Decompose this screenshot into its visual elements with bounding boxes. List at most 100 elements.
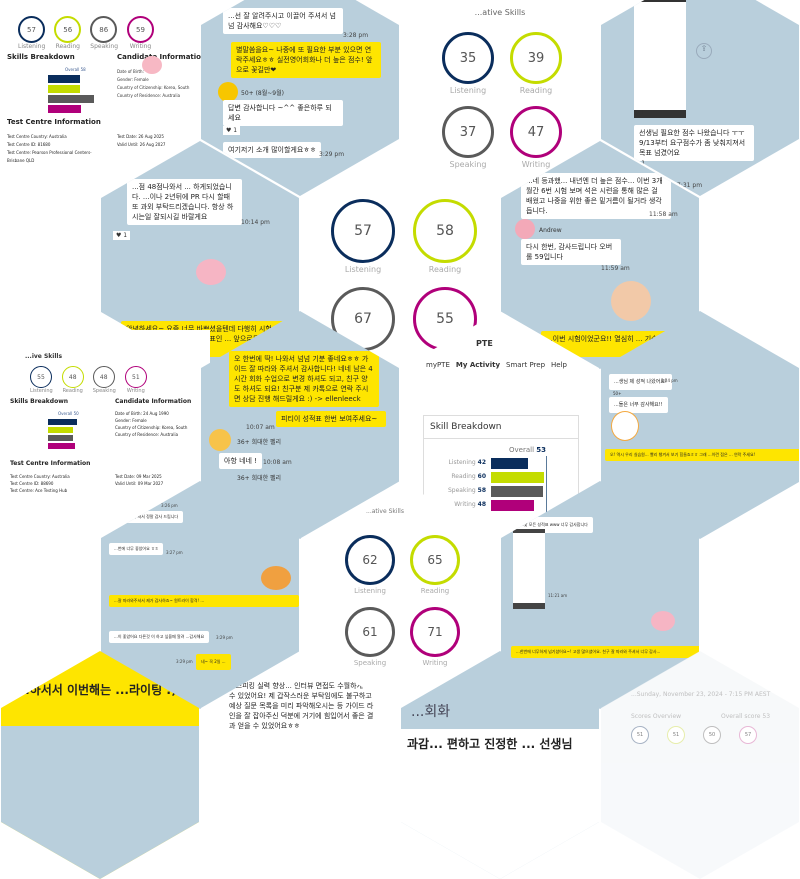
- chat-reply: 오 한번에 딱! 나와서 넘넘 기분 좋네요ㅎㅎ 가이드 잘 따라와 주셔서 감…: [229, 351, 379, 407]
- candidate-residence: Country of Residence: Australia: [117, 93, 181, 98]
- section-header: ...ive Skills: [25, 353, 63, 360]
- section-header: ...ative Skills: [474, 8, 526, 17]
- score-report-tile-2: ...ive Skills 55 Listening 48 Reading 48 Sp…: [0, 330, 210, 520]
- skill-label: Listening 42: [448, 459, 486, 466]
- chat-reply: ...잘 따라와주셔서 제가 감사하죠~ 원트라이 합격! ...: [109, 595, 299, 607]
- candidate-dob: Date of Birth: 24 Aug 1990: [115, 411, 169, 416]
- test-date: ...Sunday, November 23, 2024 - 7:15 PM A…: [631, 691, 771, 698]
- chat-sender: Andrew: [539, 227, 562, 234]
- chat-reply: 네~ 꼭 2일 ...: [196, 654, 231, 670]
- valid-until: Valid Until: 09 Mar 2027: [115, 481, 164, 486]
- listening-score: 51: [631, 726, 649, 744]
- overall-marker: [546, 456, 547, 516]
- writing-score: 71: [410, 607, 460, 657]
- chat-reply: 오! 역시 우리 실습원... 빨리 챙겨서 보기 힘들죠ㅎㅎ 그래 ...이런…: [605, 449, 799, 461]
- review-heading: ...회화: [411, 704, 451, 720]
- skill-row-reading: Reading 60: [424, 472, 574, 484]
- reading-score: 56 Reading: [54, 16, 82, 50]
- skill-label: Speaking 58: [447, 487, 486, 494]
- like-count[interactable]: ♥ 1: [113, 231, 131, 240]
- chat-time: 3:27 pm: [166, 550, 183, 555]
- chat-reply: 별말씀을요~ 나중에 또 필요한 부분 있으면 연락주세요ㅎㅎ 실전영어회화나 …: [231, 42, 381, 78]
- candidate-dob: Date of Birth:: [117, 69, 144, 74]
- reading-score: 39: [510, 32, 562, 84]
- centre-name: Test Centre: Pearson Professional Center…: [7, 150, 92, 163]
- speaking-score: 61: [345, 607, 395, 657]
- nav-mypte[interactable]: myPTE: [426, 361, 450, 369]
- skill-breakdown-title: Skill Breakdown: [424, 416, 578, 439]
- speaking-label: Speaking: [449, 160, 487, 169]
- chat-time: 7:31 pm: [677, 182, 703, 189]
- chat-tile-7: ...교실에서 주셔서 정말 감사 드립니다 3:26 pm ...번에 너무 …: [101, 481, 299, 709]
- chat-time: 3:26 pm: [161, 503, 178, 508]
- section-header: ...ative Skills: [366, 508, 404, 515]
- like-count[interactable]: ♥ 1: [634, 110, 646, 117]
- speaking-score: 86 Speaking: [90, 16, 118, 50]
- writing-score: 59 Writing: [127, 16, 155, 50]
- score-report-tile-1: 57 Listening 56 Reading 86 Speaking 59 Writi…: [0, 0, 210, 228]
- overall-label: Overall 58: [65, 67, 86, 72]
- chat-message: ...이 좋았어요 다른것 이 하고 싶을때 알려 ...감사해요: [109, 631, 210, 643]
- speaking-bar: [48, 95, 94, 103]
- valid-until: Valid Until: 26 Aug 2027: [117, 142, 166, 147]
- candidate-citizenship: Country of Citizenship: Korea, South: [115, 425, 188, 430]
- fairy-sticker: [611, 281, 651, 321]
- reading-label: Reading: [519, 86, 553, 95]
- girl-sticker: [515, 219, 535, 239]
- candidate-info-title: Candidate Information: [115, 398, 192, 405]
- share-icon[interactable]: ⇪: [696, 43, 712, 59]
- chat-message: ...생님 제 성적 나왔어요!: [609, 374, 672, 390]
- chat-reply: 피티이 성적표 한번 보여주세요~: [276, 411, 386, 427]
- chat-message: 답변 감사합니다 ~^^ 좋은하루 되세요: [223, 100, 343, 126]
- centre-name: Test Centre: Ace Testing Hub: [10, 488, 68, 493]
- chat-sender: 50+ (8월~9월): [241, 90, 284, 97]
- bunny-sticker: [651, 611, 675, 631]
- nav-smart-prep[interactable]: Smart Prep: [506, 361, 546, 369]
- reading-bar: [48, 85, 80, 93]
- centre-country: Test Centre Country: Australia: [10, 474, 70, 479]
- review-text: ...하서서 이번해는 ...라이팅 :): [16, 683, 177, 697]
- speaking-score: 37: [442, 106, 494, 158]
- chat-time: 11:58 am: [649, 211, 678, 218]
- reading-label: Reading: [420, 587, 450, 595]
- skills-breakdown-title: Skills Breakdown: [10, 398, 69, 405]
- candidate-gender: Gender: Female: [115, 418, 147, 423]
- character-sticker: [1, 726, 199, 879]
- skill-bar: [491, 472, 545, 483]
- candidate-residence: Country of Residence: Australia: [115, 432, 179, 437]
- chat-message: 아항 네네 !: [219, 453, 263, 469]
- review-heading-2: 과감... 편하고 진정한 ... 선생님: [401, 729, 599, 879]
- pte-logo: PTE: [476, 339, 493, 348]
- listening-label: Listening: [354, 587, 386, 595]
- reading-score: 65: [410, 535, 460, 585]
- test-date: Test Date: 26 Aug 2025: [117, 134, 164, 139]
- chat-message: ...점 48점나와서 ... 하게되었습니다. ...이나 2년뒤에 PR 다…: [127, 179, 242, 225]
- reading-bar: [48, 427, 73, 433]
- phone-screenshot: [513, 529, 545, 609]
- writing-label: Writing: [521, 160, 551, 169]
- nav-my-activity[interactable]: My Activity: [455, 361, 501, 369]
- scores-overview-title: Scores Overview: [631, 713, 682, 720]
- skill-label: Reading 60: [451, 473, 486, 480]
- writing-bar: [48, 105, 81, 113]
- character-sticker: [209, 429, 231, 451]
- nav-help[interactable]: Help: [551, 361, 567, 369]
- skill-bar: [491, 500, 534, 511]
- chat-time: 10:08 am: [263, 459, 292, 466]
- chat-message: 다시 한번, 감사드립니다 오버롤 59입니다: [521, 239, 621, 265]
- chat-sender: 36+ 희대한 펠리: [237, 439, 282, 446]
- chat-time: 3:28 pm: [343, 32, 369, 39]
- skill-bar: [491, 486, 543, 497]
- centre-id: Test Centre ID: 88690: [10, 481, 54, 486]
- review-text: ...스피킹 실력 향상... 인터뷰 면접도 수월하게 볼 수 있었어요! 제…: [229, 682, 374, 730]
- chat-time: 11:21 am: [548, 593, 568, 598]
- test-centre-title: Test Centre Information: [7, 118, 101, 126]
- listening-score: 57 Listening: [18, 16, 45, 50]
- skill-breakdown-tile: myPTE My Activity Smart Prep Help PTE Skill…: [401, 311, 599, 539]
- candidate-citizenship: Country of Citizenship: Korea, South: [117, 85, 190, 90]
- chat-time: 3:29 pm: [176, 659, 193, 664]
- like-count[interactable]: ♥ 1: [223, 126, 241, 135]
- listening-score: 55 Listening: [30, 366, 53, 394]
- candidate-gender: Gender: Female: [117, 77, 149, 82]
- bunny-sticker: [218, 82, 238, 102]
